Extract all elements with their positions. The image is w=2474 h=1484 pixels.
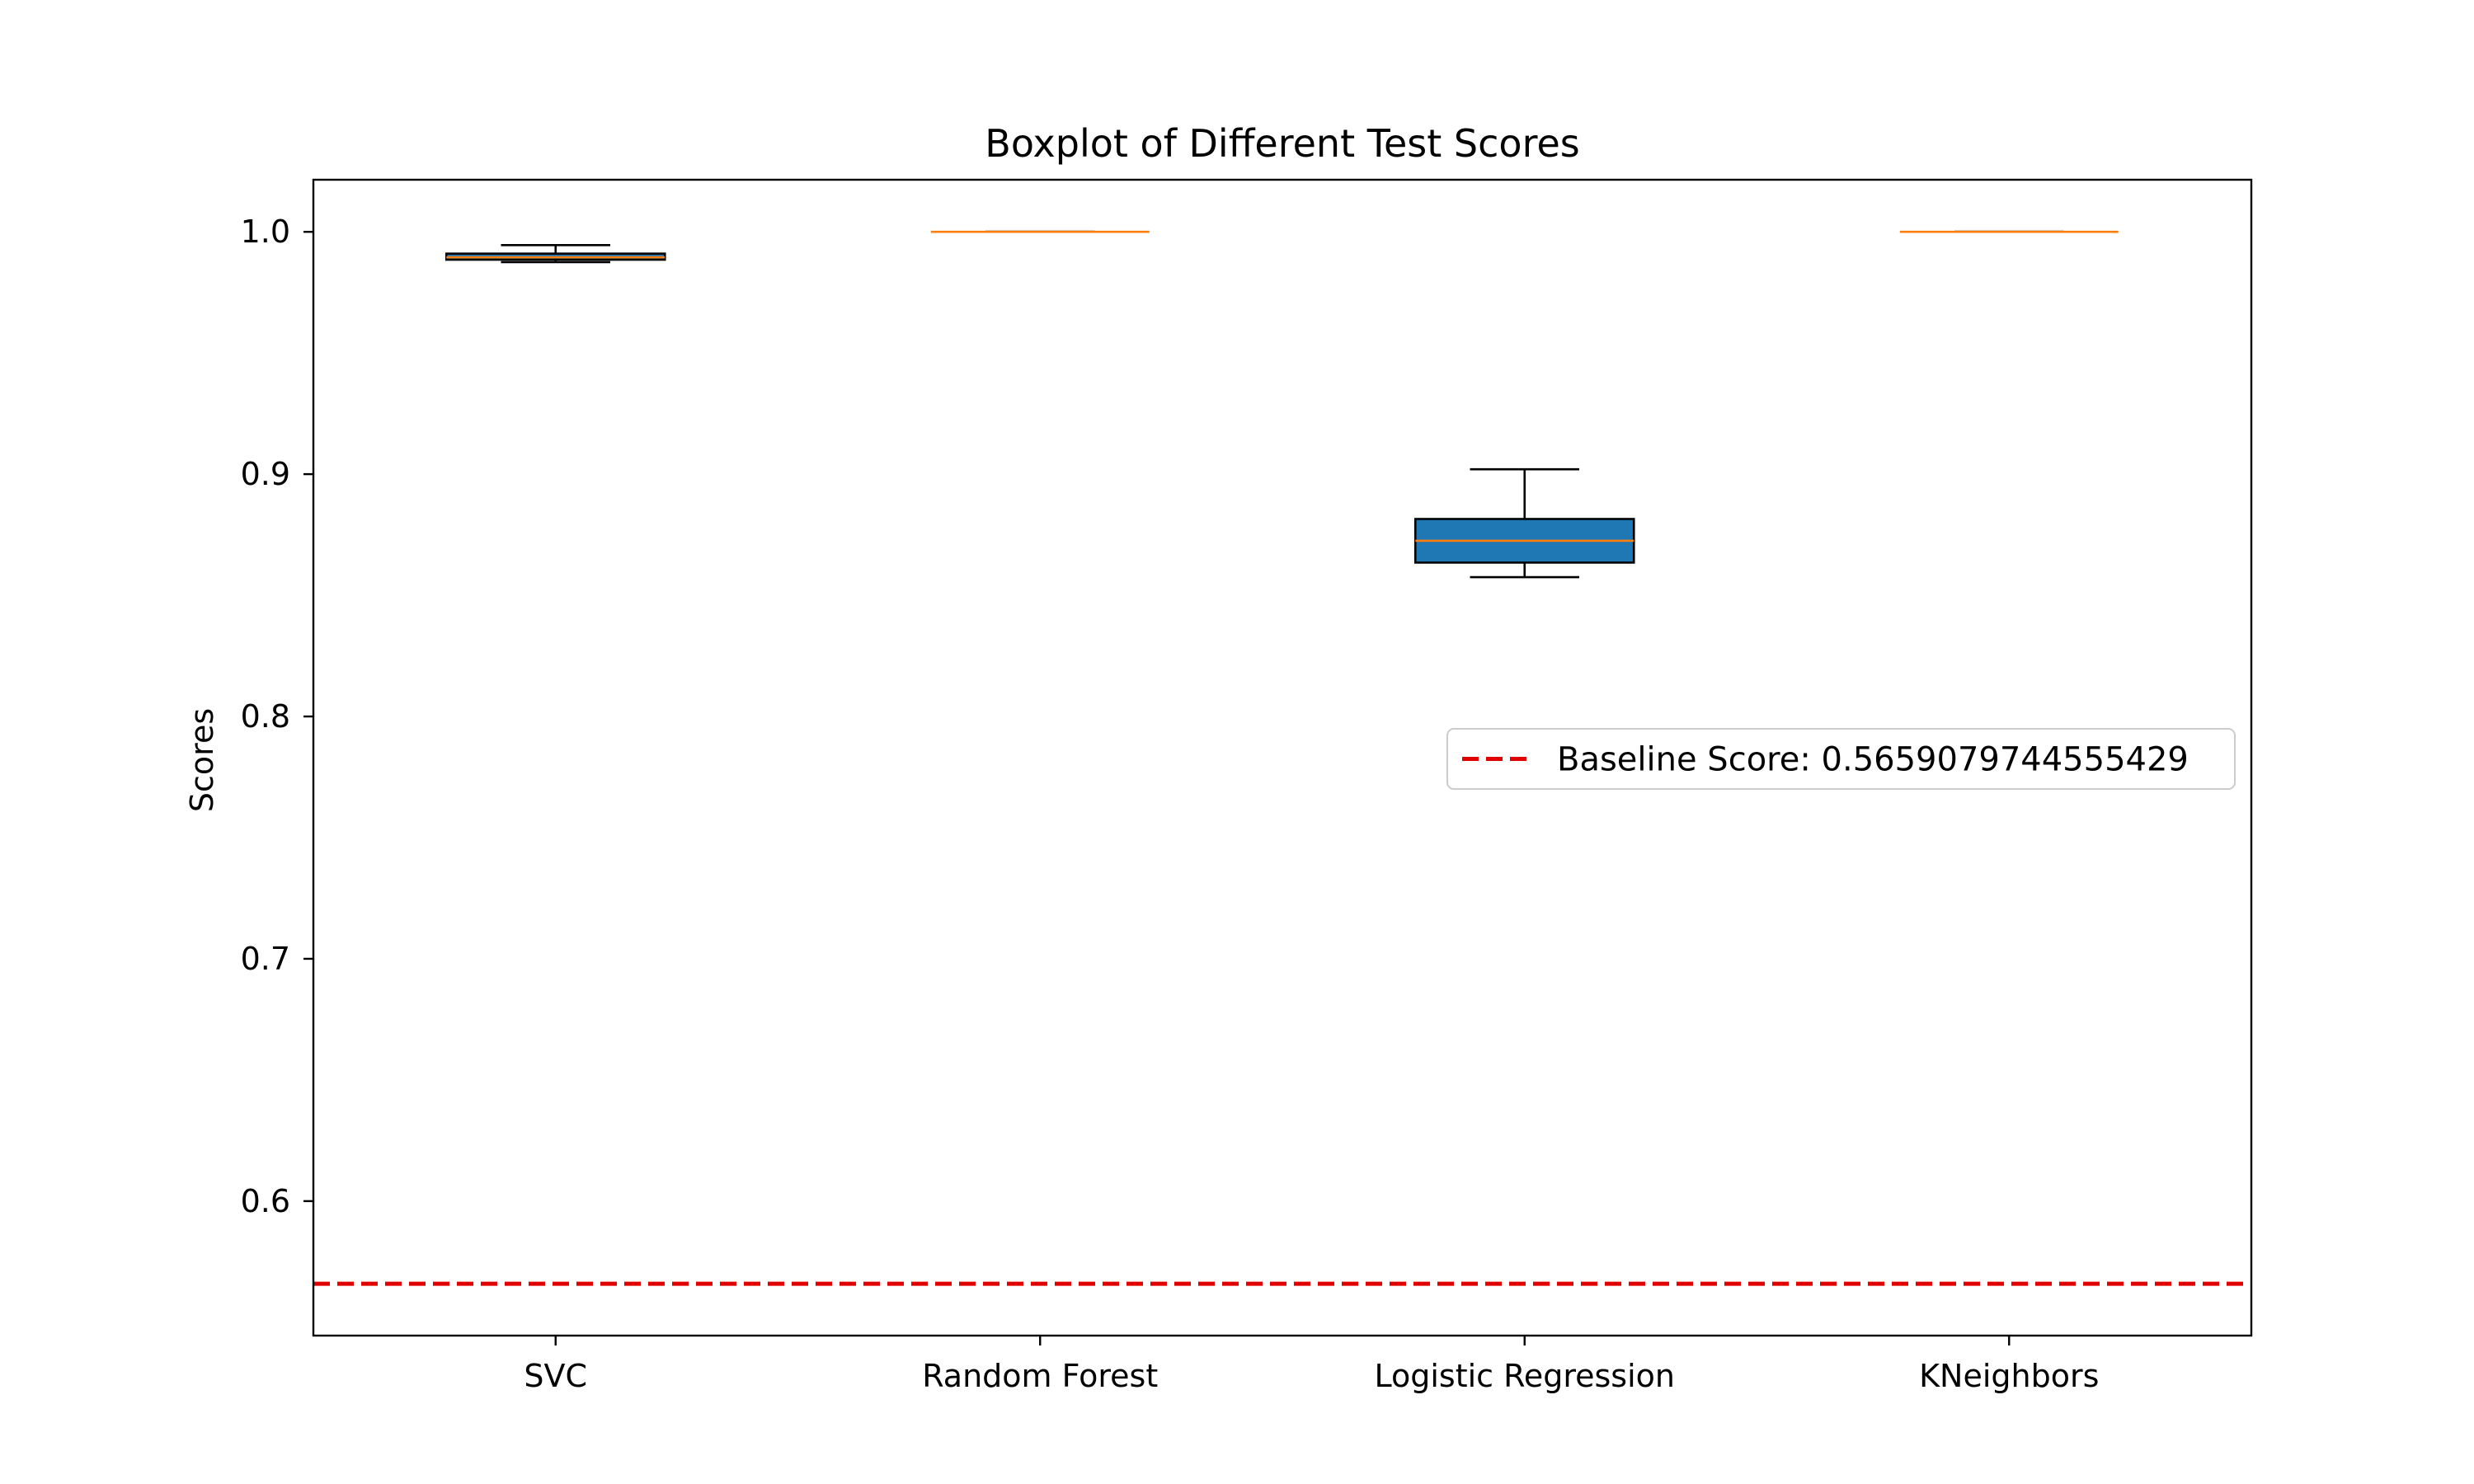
y-tick-label: 0.9: [241, 456, 290, 492]
chart-title: Boxplot of Different Test Scores: [985, 121, 1579, 166]
box-svc: [444, 244, 666, 264]
legend-frame: [1446, 728, 2236, 790]
x-tick-label: KNeighbors: [1919, 1358, 2099, 1394]
legend: Baseline Score: 0.5659079744555429: [1446, 728, 2236, 790]
y-tick-label: 1.0: [241, 214, 290, 250]
y-axis-label: Scores: [184, 708, 220, 812]
y-tick-label: 0.6: [241, 1183, 290, 1219]
x-tick-label: Random Forest: [922, 1358, 1158, 1394]
x-tick-label: SVC: [524, 1358, 587, 1394]
x-tick-label: Logistic Regression: [1374, 1358, 1675, 1394]
box-logistic-regression: [1413, 467, 1635, 579]
y-tick-label: 0.8: [241, 698, 290, 735]
y-tick-label: 0.7: [241, 941, 290, 977]
legend-label-baseline: Baseline Score: 0.5659079744555429: [1557, 741, 2189, 779]
plot-frame: [312, 178, 2253, 1337]
plot-area: 0.6 0.7 0.8 0.9 1.0 SVC Random Forest Logistic …: [241, 214, 2251, 1394]
